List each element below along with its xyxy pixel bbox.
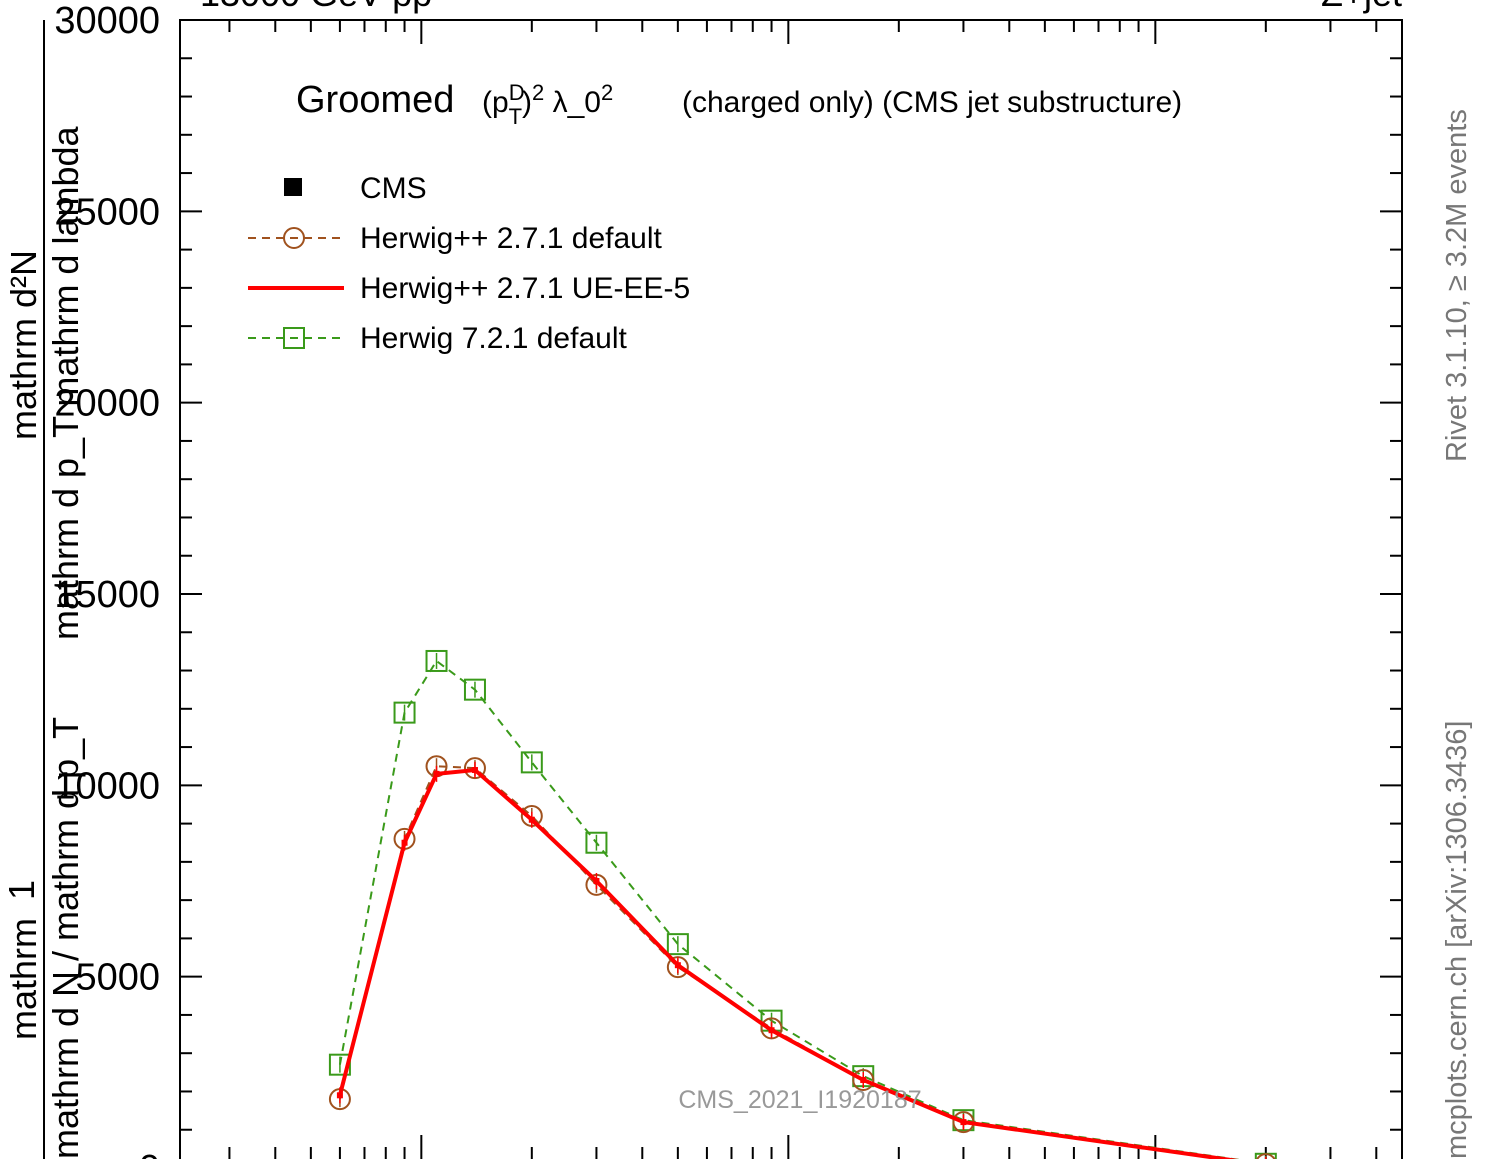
legend-item-hpp-default: Herwig++ 2.7.1 default [248, 222, 663, 255]
point-herwig-2-7-1-default [666, 956, 689, 979]
y-tick-label: 20000 [54, 383, 160, 425]
side-label-mcplots: mcplots.cern.ch [arXiv:1306.3436] [1441, 721, 1473, 1159]
title-rest: (charged only) (CMS jet substructure) [682, 86, 1182, 119]
y-tick-label: 10000 [54, 765, 160, 807]
legend-label-h7: Herwig 7.2.1 default [360, 322, 627, 355]
legend-item-cms: CMS [284, 172, 427, 205]
legend-marker-cms [284, 178, 302, 196]
y-tick-label: 5000 [75, 957, 160, 999]
plot-frame [179, 19, 1403, 1159]
side-label-rivet: Rivet 3.1.10, ≥ 3.2M events [1441, 109, 1473, 462]
header-left: 13000 GeV pp [200, 0, 432, 14]
point-herwig-2-7-1-default [852, 1068, 875, 1091]
legend-label-hpp-ueee5: Herwig++ 2.7.1 UE-EE-5 [360, 272, 690, 305]
point-herwig-2-7-1-default [463, 757, 486, 780]
analysis-watermark: CMS_2021_I1920187 [678, 1086, 921, 1114]
ylabel-denominator-left: mathrm d N / mathrm d p_T [45, 717, 86, 1159]
point-herwig-7-2-1-default [463, 678, 486, 701]
ylabel-numerator: mathrm d²N [3, 250, 44, 440]
legend-label-cms: CMS [360, 172, 427, 205]
ylabel-one: 1 [1, 880, 42, 900]
legend-item-h7: Herwig 7.2.1 default [248, 322, 627, 355]
header-right: Z+jet [1321, 0, 1402, 14]
series-layer [328, 649, 1277, 1159]
title-main: Groomed [296, 79, 454, 121]
point-herwig-7-2-1-default [328, 1053, 351, 1076]
y-tick-label: 15000 [54, 574, 160, 616]
point-herwig-7-2-1-default [425, 649, 448, 672]
title-formula: (pD T)2 λ_02 [482, 80, 613, 129]
point-herwig-7-2-1-default [393, 701, 416, 724]
y-tick-label: 25000 [54, 191, 160, 233]
legend-label-hpp-default: Herwig++ 2.7.1 default [360, 222, 663, 255]
point-herwig-7-2-1-default [520, 751, 543, 774]
chart-title: Groomed (pD T)2 λ_02 (charged only) (CMS … [296, 79, 1182, 129]
legend-item-hpp-ueee5: Herwig++ 2.7.1 UE-EE-5 [248, 272, 690, 305]
series-line-herwig-7-2-1-default [338, 659, 1240, 1159]
point-herwig-2-7-1-default [760, 1017, 783, 1040]
ylabel-denominator: mathrm d p_T mathrm d lambda [45, 125, 86, 640]
point-herwig-2-7-1-default [1256, 1153, 1276, 1159]
point-herwig-7-2-1-default [666, 933, 689, 956]
y-axis: 0 5000 10000 15000 20000 25000 30000 [54, 0, 1402, 1159]
y-tick-label: 30000 [54, 0, 160, 42]
y-tick-label: 0 [139, 1148, 160, 1159]
legend-marker-h7 [283, 327, 305, 349]
y-axis-label: mathrm 1 mathrm d N / mathrm d p_T mathr… [1, 20, 86, 1159]
legend-marker-hpp-default [283, 227, 305, 249]
ylabel-prefix-den: mathrm [3, 918, 44, 1040]
legend: CMS Herwig++ 2.7.1 default Herwig++ 2.7.… [248, 172, 690, 355]
point-herwig-7-2-1-default [585, 831, 608, 854]
